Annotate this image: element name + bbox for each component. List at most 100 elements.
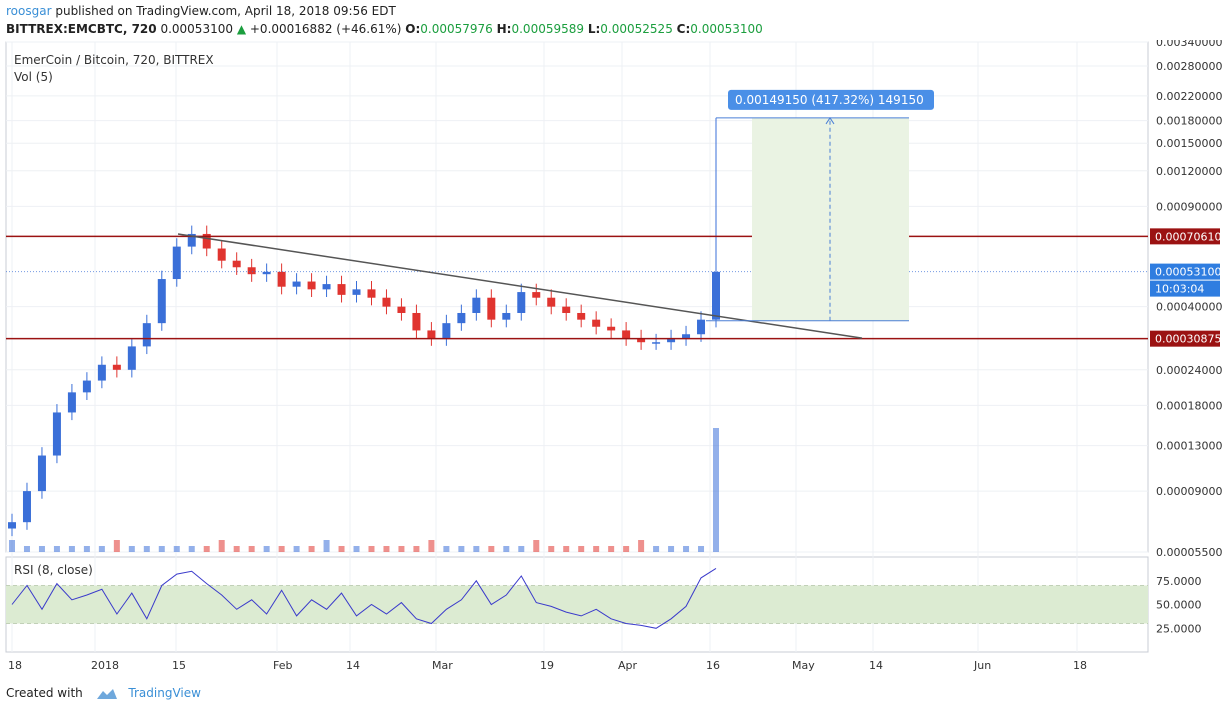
y-tick-label: 0.00018000 [1156,399,1222,412]
candle-body [502,312,511,320]
volume-bar [218,540,225,552]
y-tick-label: 0.00009000 [1156,485,1222,498]
candle-body [217,248,226,261]
volume-bar [383,546,390,552]
volume-bar [188,546,195,552]
volume-bar [53,546,60,552]
high-value: 0.00059589 [511,22,585,36]
volume-bar [83,546,90,552]
rsi-tick-label: 50.0000 [1156,599,1202,612]
candle-body [472,297,481,313]
candle-body [682,334,691,339]
volume-bar [548,546,555,552]
symbol-label: BITTREX:EMCBTC, 720 [6,22,157,36]
candle-body [532,292,541,298]
candle-body [487,297,496,320]
open-value: 0.00057976 [420,22,493,36]
close-label: C: [676,22,691,36]
volume-bar [413,546,420,552]
candle-body [547,297,556,307]
volume-bar [353,546,360,552]
projection-label: 0.00149150 (417.32%) 149150 [735,93,924,107]
candle-body [247,267,256,275]
candle-body [187,233,196,247]
volume-bars [9,428,719,552]
volume-bar [173,546,180,552]
price-label-bg [1150,280,1220,297]
x-tick-label: 15 [172,659,186,672]
low-label: L: [587,22,601,36]
candle-body [322,284,331,290]
projection-tool[interactable]: 0.00149150 (417.32%) 149150 [706,89,934,322]
candle-body [427,330,436,339]
price-label: 0.00053100 [1155,266,1221,279]
candle-body [112,364,121,370]
x-tick-label: 18 [8,659,22,672]
candlestick-series [8,117,720,537]
price-label: 0.00030875 [1155,333,1221,346]
candle-body [127,346,136,370]
candle-body [637,338,646,343]
y-tick-label: 0.00150000 [1156,137,1222,150]
candle-body [457,312,466,324]
volume-bar [68,546,75,552]
volume-bar [593,546,600,552]
volume-bar [578,546,585,552]
candle-body [607,326,616,331]
created-with-text: Created with [6,686,83,700]
candle-body [667,338,676,343]
candle-body [622,330,631,339]
candle-body [367,289,376,298]
low-value: 0.00052525 [600,22,673,36]
volume-bar [368,546,375,552]
volume-bar [443,546,450,552]
volume-bar [638,540,645,552]
candle-body [442,323,451,339]
legend-main: EmerCoin / Bitcoin, 720, BITTREX [14,53,214,67]
volume-bar [668,546,675,552]
y-tick-label: 0.00005500 [1156,546,1222,559]
up-arrow-icon: ▲ [236,22,247,36]
volume-bar [428,540,435,552]
volume-bar [653,546,660,552]
candle-body [397,306,406,313]
candle-body [592,319,601,327]
candle-body [307,281,316,290]
last-price: 0.00053100 [160,22,233,36]
candle-body [517,292,526,313]
volume-bar [473,546,480,552]
legend-rsi: RSI (8, close) [14,563,93,577]
volume-bar [293,546,300,552]
rsi-band [6,585,1148,624]
tradingview-logo-icon [96,688,117,699]
volume-bar [398,546,405,552]
candle-body [697,319,706,335]
candle-body [172,246,181,280]
x-tick-label: May [792,659,815,672]
x-tick-label: 19 [540,659,554,672]
volume-bar [203,546,210,552]
author-link[interactable]: roosgar [6,4,52,18]
candle-body [382,297,391,307]
candle-body [337,284,346,295]
volume-bar [518,546,525,552]
candle-body [577,312,586,320]
x-tick-label: Feb [273,659,292,672]
volume-bar [263,546,270,552]
chart-area[interactable]: 0.00149150 (417.32%) 149150 18 2018 15 Feb 1… [0,40,1226,680]
volume-bar [38,546,45,552]
candle-body [352,289,361,295]
tradingview-link[interactable]: TradingView [128,686,201,700]
x-tick-label: 16 [706,659,720,672]
volume-bar [458,546,465,552]
projection-arrowhead [825,117,835,125]
x-tick-label: Mar [432,659,453,672]
y-tick-label: 0.00120000 [1156,165,1222,178]
rsi-tick-label: 25.0000 [1156,622,1202,635]
price-label-bg [1150,228,1220,245]
axes: 18 2018 15 Feb 14 Mar 19 Apr 16 May 14 Jun 18 0.00340… [8,40,1222,672]
candle-body [37,455,46,492]
candle-body [262,271,271,275]
open-label: O: [405,22,421,36]
volume-bar [9,540,15,552]
